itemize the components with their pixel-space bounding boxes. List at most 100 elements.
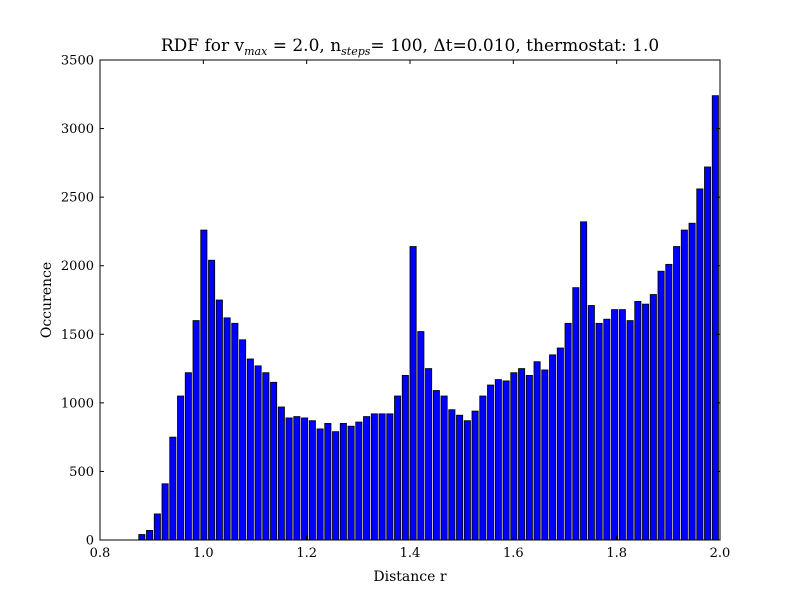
histogram-bar: [324, 423, 332, 541]
histogram-bar: [487, 384, 495, 541]
x-tick-label: 1.6: [503, 546, 524, 561]
histogram-bar: [541, 369, 549, 541]
histogram-bar: [463, 420, 471, 541]
histogram-bar: [184, 372, 192, 541]
histogram-bar: [254, 365, 262, 541]
x-tick-label: 1.2: [296, 546, 317, 561]
histogram-bar: [618, 309, 626, 541]
histogram-bar: [138, 534, 146, 541]
histogram-bar: [657, 270, 665, 541]
y-tick-label: 0: [86, 534, 94, 549]
histogram-bar: [502, 380, 510, 541]
y-tick-label: 3500: [61, 54, 94, 69]
histogram-bar: [456, 414, 464, 541]
histogram-bar: [479, 395, 487, 541]
histogram-bar: [153, 513, 161, 541]
y-tick-label: 1000: [61, 396, 94, 411]
histogram-bar: [603, 318, 611, 541]
histogram-bar: [665, 263, 673, 541]
histogram-bar: [417, 331, 425, 541]
y-tick-label: 500: [69, 465, 94, 480]
histogram-bar: [471, 410, 479, 541]
histogram-bar: [688, 222, 696, 541]
histogram-bar: [696, 188, 704, 541]
histogram-bar: [231, 322, 239, 541]
histogram-bar: [642, 303, 650, 541]
histogram-bar: [246, 358, 254, 541]
histogram-bar: [580, 221, 588, 541]
histogram-bar: [510, 372, 518, 541]
histogram-bar: [587, 305, 595, 541]
chart-title: RDF for vmax = 2.0, nsteps= 100, Δt=0.01…: [161, 36, 659, 58]
y-tick-label: 1500: [61, 328, 94, 343]
histogram-bar: [432, 390, 440, 541]
x-tick-label: 0.8: [90, 546, 111, 561]
histogram-bar: [704, 166, 712, 541]
histogram-bar: [673, 246, 681, 541]
y-axis-label: Occurence: [39, 262, 55, 338]
x-tick-label: 1.8: [606, 546, 627, 561]
x-axis-label: Distance r: [373, 569, 446, 585]
histogram-bar: [533, 361, 541, 541]
histogram-bar: [525, 375, 533, 541]
histogram-bar: [277, 406, 285, 541]
histogram-bar: [347, 425, 355, 541]
histogram-bar: [316, 428, 324, 541]
histogram-bar: [626, 320, 634, 541]
x-tick-label: 1.4: [400, 546, 421, 561]
histogram-bar: [363, 416, 371, 541]
y-tick-label: 3000: [61, 122, 94, 137]
histogram-bar: [177, 395, 185, 541]
histogram-bar: [262, 372, 270, 541]
title-delta-symbol: Δ: [433, 36, 445, 56]
histogram-bar: [440, 395, 448, 541]
histogram-bar: [200, 229, 208, 541]
histogram-bar: [285, 417, 293, 541]
ticks-group: 0.8 1.0 1.2 1.4 1.6 1.8 2.0 0 500 1000 1500 2000 250…: [61, 54, 730, 562]
x-tick-label: 1.0: [193, 546, 214, 561]
histogram-bar: [223, 317, 231, 541]
title-subscript-max: max: [244, 45, 268, 58]
histogram-bar: [494, 379, 502, 541]
histogram-bar: [308, 420, 316, 541]
histogram-bar: [378, 413, 386, 541]
histogram-bar: [564, 322, 572, 541]
x-tick-label: 2.0: [710, 546, 731, 561]
histogram-bar: [332, 431, 340, 541]
histogram-bar: [518, 368, 526, 541]
histogram-bar: [270, 381, 278, 541]
histogram-bar: [401, 375, 409, 541]
y-tick-label: 2000: [61, 259, 94, 274]
histogram-bar: [293, 416, 301, 541]
histogram-bar: [386, 413, 394, 541]
histogram-bar: [595, 322, 603, 541]
histogram-bar: [680, 229, 688, 541]
histogram-bar: [549, 354, 557, 541]
histogram-bar: [208, 259, 216, 541]
y-tick-label: 2500: [61, 191, 94, 206]
histogram-bar: [161, 483, 169, 541]
title-part-2: = 2.0, n: [267, 36, 341, 56]
histogram-bar: [572, 287, 580, 541]
histogram-bar: [239, 339, 247, 541]
histogram-bar: [339, 423, 347, 541]
title-subscript-steps: steps: [341, 45, 371, 58]
histogram-bar: [192, 320, 200, 541]
histogram-bar: [556, 347, 564, 541]
histogram-bar: [409, 246, 417, 541]
histogram-bar: [448, 409, 456, 541]
title-part-1: RDF for v: [161, 36, 245, 56]
histogram-bar: [355, 421, 363, 541]
histogram-bar: [649, 294, 657, 541]
title-part-4: t=0.010, thermostat: 1.0: [446, 36, 660, 56]
title-part-3: = 100,: [370, 36, 433, 56]
histogram-bar: [425, 368, 433, 541]
histogram-bar: [301, 417, 309, 541]
histogram-bar: [394, 395, 402, 541]
histogram-bar: [370, 413, 378, 541]
histogram-bar: [611, 309, 619, 541]
histogram-bar: [215, 299, 223, 541]
histogram-bar: [169, 436, 177, 541]
